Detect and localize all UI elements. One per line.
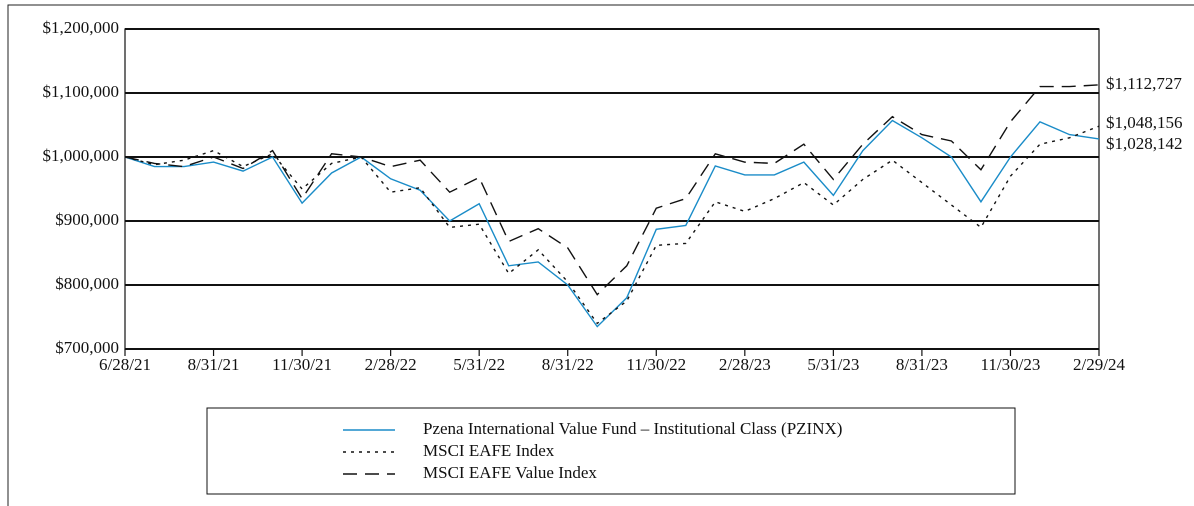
plot-border bbox=[124, 28, 1100, 350]
x-tick-label: 8/31/22 bbox=[542, 355, 594, 374]
end-label: $1,048,156 bbox=[1106, 113, 1183, 132]
series-line bbox=[124, 84, 1100, 296]
x-tick-label: 11/30/22 bbox=[626, 355, 686, 374]
x-tick-label: 2/28/23 bbox=[719, 355, 771, 374]
x-tick-label: 5/31/23 bbox=[807, 355, 859, 374]
frame bbox=[7, 4, 1194, 506]
legend-box bbox=[206, 407, 1016, 495]
end-label: $1,112,727 bbox=[1106, 74, 1182, 93]
end-label: $1,028,142 bbox=[1106, 134, 1183, 153]
y-tick-label: $1,200,000 bbox=[43, 18, 120, 37]
series-line bbox=[124, 125, 1100, 325]
y-tick-label: $900,000 bbox=[55, 210, 119, 229]
y-tick-label: $800,000 bbox=[55, 274, 119, 293]
x-tick-label: 2/29/24 bbox=[1073, 355, 1125, 374]
x-tick-label: 8/31/21 bbox=[188, 355, 240, 374]
x-tick-label: 11/30/21 bbox=[272, 355, 332, 374]
legend-label: MSCI EAFE Value Index bbox=[423, 463, 597, 482]
y-tick-label: $1,000,000 bbox=[43, 146, 120, 165]
x-tick-label: 2/28/22 bbox=[365, 355, 417, 374]
series-line bbox=[124, 119, 1100, 328]
y-tick-label: $700,000 bbox=[55, 338, 119, 357]
x-tick-label: 6/28/21 bbox=[99, 355, 151, 374]
legend-label: Pzena International Value Fund – Institu… bbox=[423, 419, 842, 438]
x-tick-label: 8/31/23 bbox=[896, 355, 948, 374]
legend-label: MSCI EAFE Index bbox=[423, 441, 555, 460]
y-tick-label: $1,100,000 bbox=[43, 82, 120, 101]
x-tick-label: 5/31/22 bbox=[453, 355, 505, 374]
x-tick-label: 11/30/23 bbox=[981, 355, 1041, 374]
